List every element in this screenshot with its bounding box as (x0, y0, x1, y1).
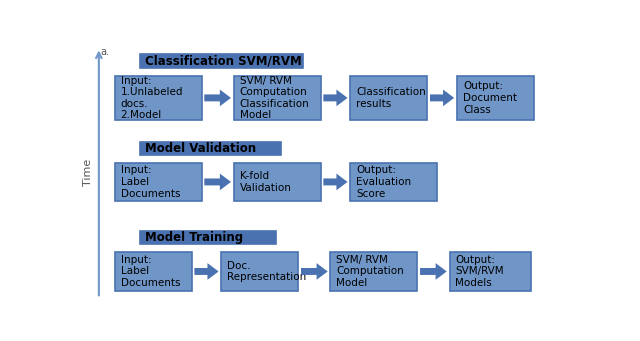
FancyBboxPatch shape (234, 163, 321, 201)
Text: Output:
Evaluation
Score: Output: Evaluation Score (356, 165, 412, 199)
FancyBboxPatch shape (457, 76, 534, 120)
Text: a.: a. (101, 47, 110, 58)
FancyBboxPatch shape (350, 163, 437, 201)
FancyBboxPatch shape (140, 142, 281, 155)
FancyBboxPatch shape (140, 54, 303, 69)
Text: SVM/ RVM
Computation
Model: SVM/ RVM Computation Model (337, 255, 404, 288)
Text: SVM/ RVM
Computation
Classification
Model: SVM/ RVM Computation Classification Mode… (240, 76, 310, 120)
FancyBboxPatch shape (140, 231, 276, 244)
FancyBboxPatch shape (115, 163, 202, 201)
Text: Classification SVM/RVM: Classification SVM/RVM (145, 55, 302, 68)
Text: Input:
Label
Documents: Input: Label Documents (121, 165, 180, 199)
Text: Model Training: Model Training (145, 231, 244, 244)
Text: Input:
1.Unlabeled
docs.
2.Model: Input: 1.Unlabeled docs. 2.Model (121, 76, 183, 120)
Text: Input:
Label
Documents: Input: Label Documents (121, 255, 180, 288)
Text: Classification
results: Classification results (356, 87, 426, 109)
Text: Output:
Document
Class: Output: Document Class (463, 81, 517, 115)
FancyBboxPatch shape (115, 76, 202, 120)
FancyBboxPatch shape (115, 252, 191, 291)
Text: Time: Time (83, 159, 93, 186)
FancyBboxPatch shape (234, 76, 321, 120)
Text: Doc.
Representation: Doc. Representation (227, 261, 307, 282)
FancyBboxPatch shape (449, 252, 531, 291)
FancyBboxPatch shape (330, 252, 417, 291)
FancyBboxPatch shape (221, 252, 298, 291)
Text: Output:
SVM/RVM
Models: Output: SVM/RVM Models (456, 255, 504, 288)
Text: Model Validation: Model Validation (145, 142, 257, 155)
FancyBboxPatch shape (350, 76, 428, 120)
Text: K-fold
Validation: K-fold Validation (240, 171, 292, 193)
